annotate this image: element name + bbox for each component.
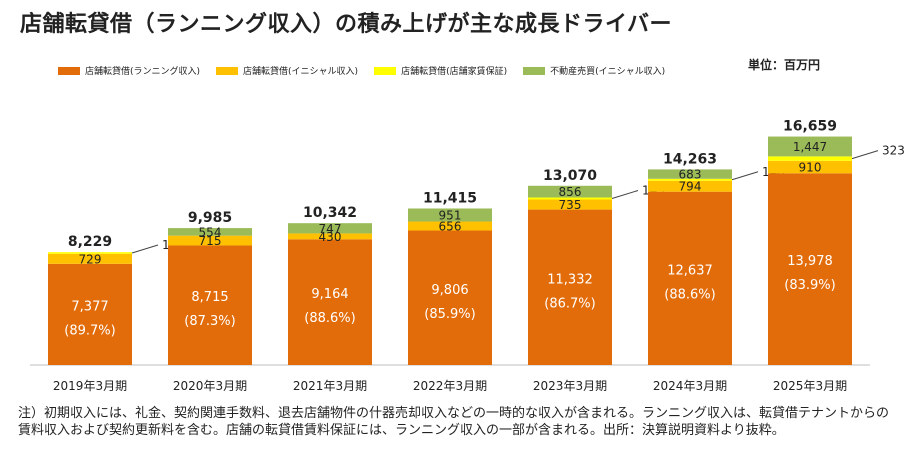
legend-item-realestate: 不動産売買(イニシャル収入) — [523, 64, 665, 77]
legend-swatch-running — [58, 66, 80, 75]
callout-line — [731, 171, 759, 181]
bar-realestate — [168, 228, 252, 236]
callout-line — [131, 244, 159, 254]
callout-line — [851, 150, 879, 160]
data-label-initial: 729 — [79, 252, 102, 266]
x-tick-label: 2020年3月期 — [173, 379, 247, 393]
footnote: 注）初期収入には、礼金、契約関連手数料、退去店舗物件の什器売却収入などの一時的な… — [18, 406, 890, 438]
bar-realestate — [288, 223, 372, 234]
data-label-guarantee: 323 — [882, 144, 905, 158]
bar-initial — [528, 199, 612, 210]
bar-realestate — [768, 136, 852, 157]
bar-running — [648, 191, 732, 365]
bar-initial — [768, 160, 852, 174]
legend-item-initial: 店舗転貸借(イニシャル収入) — [216, 64, 358, 77]
data-label-running: 8,715 — [191, 290, 228, 305]
bar-initial — [48, 253, 132, 264]
bar-running — [48, 263, 132, 365]
data-label-running: 12,637 — [667, 263, 713, 278]
data-label-share: (86.7%) — [544, 296, 595, 311]
bar-guarantee — [768, 156, 852, 161]
total-label: 16,659 — [783, 119, 837, 135]
data-label-share: (89.7%) — [64, 323, 115, 338]
total-label: 11,415 — [423, 190, 477, 206]
x-tick-label: 2024年3月期 — [653, 379, 727, 393]
data-label-share: (87.3%) — [184, 314, 235, 329]
legend-swatch-initial — [216, 66, 239, 75]
bar-running — [768, 173, 852, 365]
x-tick-label: 2023年3月期 — [533, 379, 607, 393]
bar-guarantee — [528, 197, 612, 200]
unit-label: 単位：百万円 — [748, 58, 821, 72]
chart-title: 店舗転貸借（ランニング収入）の積み上げが主な成長ドライバー — [20, 12, 673, 37]
bar-guarantee — [48, 252, 132, 254]
legend: 店舗転貸借(ランニング収入) 店舗転貸借(イニシャル収入) 店舗転貸借(店舗家賃… — [58, 64, 681, 77]
x-tick-label: 2022年3月期 — [413, 379, 487, 393]
data-label-initial: 735 — [559, 198, 582, 212]
data-label-share: (83.9%) — [784, 278, 835, 293]
data-label-running: 7,377 — [71, 299, 108, 314]
legend-label-running: 店舗転貸借(ランニング収入) — [85, 67, 201, 77]
data-label-initial: 794 — [679, 180, 702, 194]
data-label-realestate: 856 — [559, 185, 582, 199]
legend-swatch-realestate — [523, 66, 546, 75]
data-label-initial: 910 — [799, 161, 822, 175]
data-label-running: 9,164 — [311, 287, 348, 302]
data-label-initial: 656 — [439, 220, 462, 234]
data-label-realestate: 951 — [439, 209, 462, 223]
data-label-realestate: 1,447 — [793, 140, 827, 154]
legend-label-realestate: 不動産売買(イニシャル収入) — [550, 67, 666, 77]
bar-realestate — [408, 208, 492, 222]
legend-label-initial: 店舗転貸借(イニシャル収入) — [243, 67, 359, 77]
bar-realestate — [648, 169, 732, 179]
data-label-running: 11,332 — [547, 272, 593, 287]
total-label: 14,263 — [663, 151, 717, 167]
data-label-share: (85.9%) — [424, 307, 475, 322]
bar-running — [288, 239, 372, 365]
x-tick-label: 2025年3月期 — [773, 379, 847, 393]
bar-realestate — [528, 185, 612, 198]
bar-initial — [288, 233, 372, 240]
data-label-realestate: 683 — [679, 168, 702, 182]
bar-initial — [648, 180, 732, 192]
x-tick-label: 2021年3月期 — [293, 379, 367, 393]
total-label: 9,985 — [188, 210, 232, 226]
callout-line — [611, 190, 639, 199]
data-label-initial: 715 — [199, 234, 222, 248]
data-label-initial: 430 — [319, 230, 342, 244]
data-label-share: (88.6%) — [304, 311, 355, 326]
x-tick-label: 2019年3月期 — [53, 379, 127, 393]
data-label-realestate: 554 — [199, 225, 222, 239]
bar-running — [528, 209, 612, 365]
bar-initial — [408, 221, 492, 231]
legend-item-guarantee: 店舗転貸借(店舗家賃保証) — [374, 64, 507, 77]
legend-item-running: 店舗転貸借(ランニング収入) — [58, 64, 200, 77]
legend-label-guarantee: 店舗転貸借(店舗家賃保証) — [401, 67, 508, 77]
data-label-running: 13,978 — [787, 254, 833, 269]
legend-swatch-guarantee — [374, 66, 397, 75]
total-label: 8,229 — [68, 234, 112, 250]
bar-running — [168, 245, 252, 365]
data-label-realestate: 747 — [319, 222, 342, 236]
bar-running — [408, 230, 492, 365]
total-label: 10,342 — [303, 205, 357, 221]
bar-initial — [168, 235, 252, 246]
stacked-bar-chart: 7,377(89.7%)7291218,2292019年3月期8,715(87.… — [30, 119, 905, 393]
data-label-running: 9,806 — [431, 283, 468, 298]
data-label-share: (88.6%) — [664, 287, 715, 302]
bar-guarantee — [648, 178, 732, 181]
total-label: 13,070 — [543, 168, 597, 184]
